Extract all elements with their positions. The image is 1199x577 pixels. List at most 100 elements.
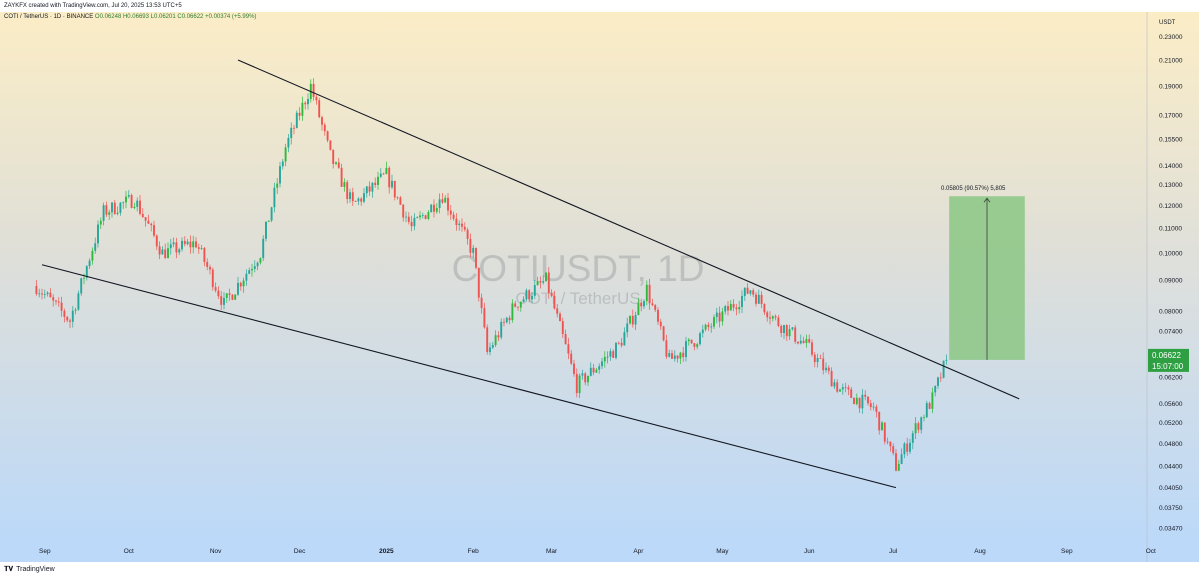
candle-body bbox=[598, 366, 601, 370]
candle-body bbox=[735, 307, 738, 310]
candle-body bbox=[589, 367, 592, 376]
candle-body bbox=[167, 248, 169, 259]
candle-body bbox=[130, 195, 133, 208]
candle-body bbox=[760, 294, 763, 304]
price-tick-label: 0.06200 bbox=[1159, 375, 1183, 382]
candle-body bbox=[88, 260, 91, 267]
time-axis-label: Jun bbox=[804, 548, 815, 555]
candle-body bbox=[183, 240, 186, 245]
candle-body bbox=[158, 246, 161, 255]
candle-body bbox=[396, 197, 399, 199]
candle-body bbox=[150, 223, 153, 226]
time-axis-label: Nov bbox=[210, 548, 222, 555]
candle-body bbox=[332, 149, 335, 164]
candle-body bbox=[402, 204, 405, 218]
candle-body bbox=[822, 358, 825, 371]
target-label: 0.05805 (90.57%) 5,805 bbox=[941, 186, 1006, 192]
candle-body bbox=[883, 422, 886, 442]
price-tick-label: 0.04400 bbox=[1159, 464, 1183, 471]
price-tick-label: 0.07400 bbox=[1159, 329, 1183, 336]
candle-body bbox=[155, 235, 158, 247]
candle-body bbox=[696, 344, 699, 347]
price-tick-label: 0.21000 bbox=[1159, 57, 1183, 64]
candle-body bbox=[357, 198, 360, 202]
candle-body bbox=[601, 361, 603, 367]
candle-body bbox=[433, 204, 435, 212]
candle-body bbox=[206, 261, 209, 267]
candle-body bbox=[343, 182, 346, 187]
candle-body bbox=[424, 215, 427, 219]
candle-body bbox=[203, 248, 206, 262]
candle-body bbox=[427, 212, 430, 219]
candle-body bbox=[231, 294, 234, 300]
candle-body bbox=[466, 229, 469, 239]
candle-body bbox=[662, 326, 665, 341]
candle-body bbox=[729, 304, 732, 311]
legend: COTI / TetherUS · 1D · BINANCE O0.06248 … bbox=[4, 14, 256, 20]
candle-body bbox=[242, 280, 245, 287]
candle-body bbox=[483, 308, 486, 328]
candle-body bbox=[903, 443, 906, 455]
candle-body bbox=[707, 324, 710, 328]
candle-body bbox=[276, 183, 279, 188]
candle-body bbox=[253, 266, 256, 269]
candle-body bbox=[785, 325, 788, 337]
candle-body bbox=[164, 249, 167, 259]
candle-body bbox=[654, 305, 657, 310]
candle-body bbox=[514, 303, 517, 307]
candle-body bbox=[659, 321, 662, 327]
candle-body bbox=[794, 327, 797, 342]
candle-body bbox=[746, 287, 749, 294]
target-measure[interactable]: 0.05805 (90.57%) 5,805 bbox=[941, 186, 1025, 360]
candle-body bbox=[494, 335, 497, 346]
candle-body bbox=[783, 325, 785, 334]
candle-body bbox=[567, 344, 570, 354]
candle-body bbox=[181, 240, 183, 250]
candle-body bbox=[738, 307, 741, 310]
candle-body bbox=[920, 417, 923, 430]
candle-body bbox=[458, 223, 461, 226]
candle-body bbox=[169, 244, 172, 249]
time-axis[interactable]: Sep Oct Nov Dec 2025 Feb Mar Apr May Jun Jul Aug Sep… bbox=[39, 548, 1156, 555]
candle-body bbox=[287, 138, 290, 148]
candle-body bbox=[147, 220, 150, 224]
candle-body bbox=[368, 186, 371, 192]
candle-body bbox=[945, 359, 948, 361]
candle-body bbox=[119, 202, 122, 213]
time-axis-label: Aug bbox=[974, 548, 986, 555]
lower-trendline[interactable] bbox=[41, 264, 897, 489]
candle-body bbox=[393, 180, 396, 198]
candle-body bbox=[634, 315, 637, 325]
candle-body bbox=[763, 303, 766, 313]
candle-body bbox=[377, 176, 379, 185]
price-tick-label: 0.09000 bbox=[1159, 278, 1183, 285]
price-axis[interactable]: USDT 0.23000 0.21000 0.19000 0.17000 0.15500… bbox=[1159, 20, 1183, 532]
candle-body bbox=[178, 249, 181, 253]
candle-body bbox=[833, 382, 836, 387]
candle-body bbox=[830, 370, 833, 387]
candle-body bbox=[209, 266, 211, 270]
candle-body bbox=[895, 453, 897, 471]
candle-body bbox=[245, 273, 248, 281]
candle-body bbox=[755, 294, 757, 304]
candle-body bbox=[587, 375, 589, 383]
candle-body bbox=[542, 281, 545, 283]
price-tick-label: 0.03470 bbox=[1159, 525, 1183, 532]
candle-body bbox=[449, 210, 452, 215]
candle-body bbox=[869, 403, 872, 408]
candle-body bbox=[673, 355, 676, 359]
candle-body bbox=[774, 316, 777, 318]
candle-body bbox=[161, 249, 164, 255]
candle-body bbox=[925, 403, 928, 418]
candle-body bbox=[528, 290, 531, 300]
upper-trendline[interactable] bbox=[237, 59, 1020, 400]
time-axis-label: 2025 bbox=[379, 548, 394, 555]
candle-body bbox=[802, 340, 805, 343]
candle-body bbox=[693, 343, 696, 347]
candle-body bbox=[928, 403, 931, 409]
price-tick-label: 0.08000 bbox=[1159, 308, 1183, 315]
candle-body bbox=[545, 272, 547, 282]
candle-body bbox=[813, 354, 816, 363]
candle-body bbox=[682, 352, 685, 358]
